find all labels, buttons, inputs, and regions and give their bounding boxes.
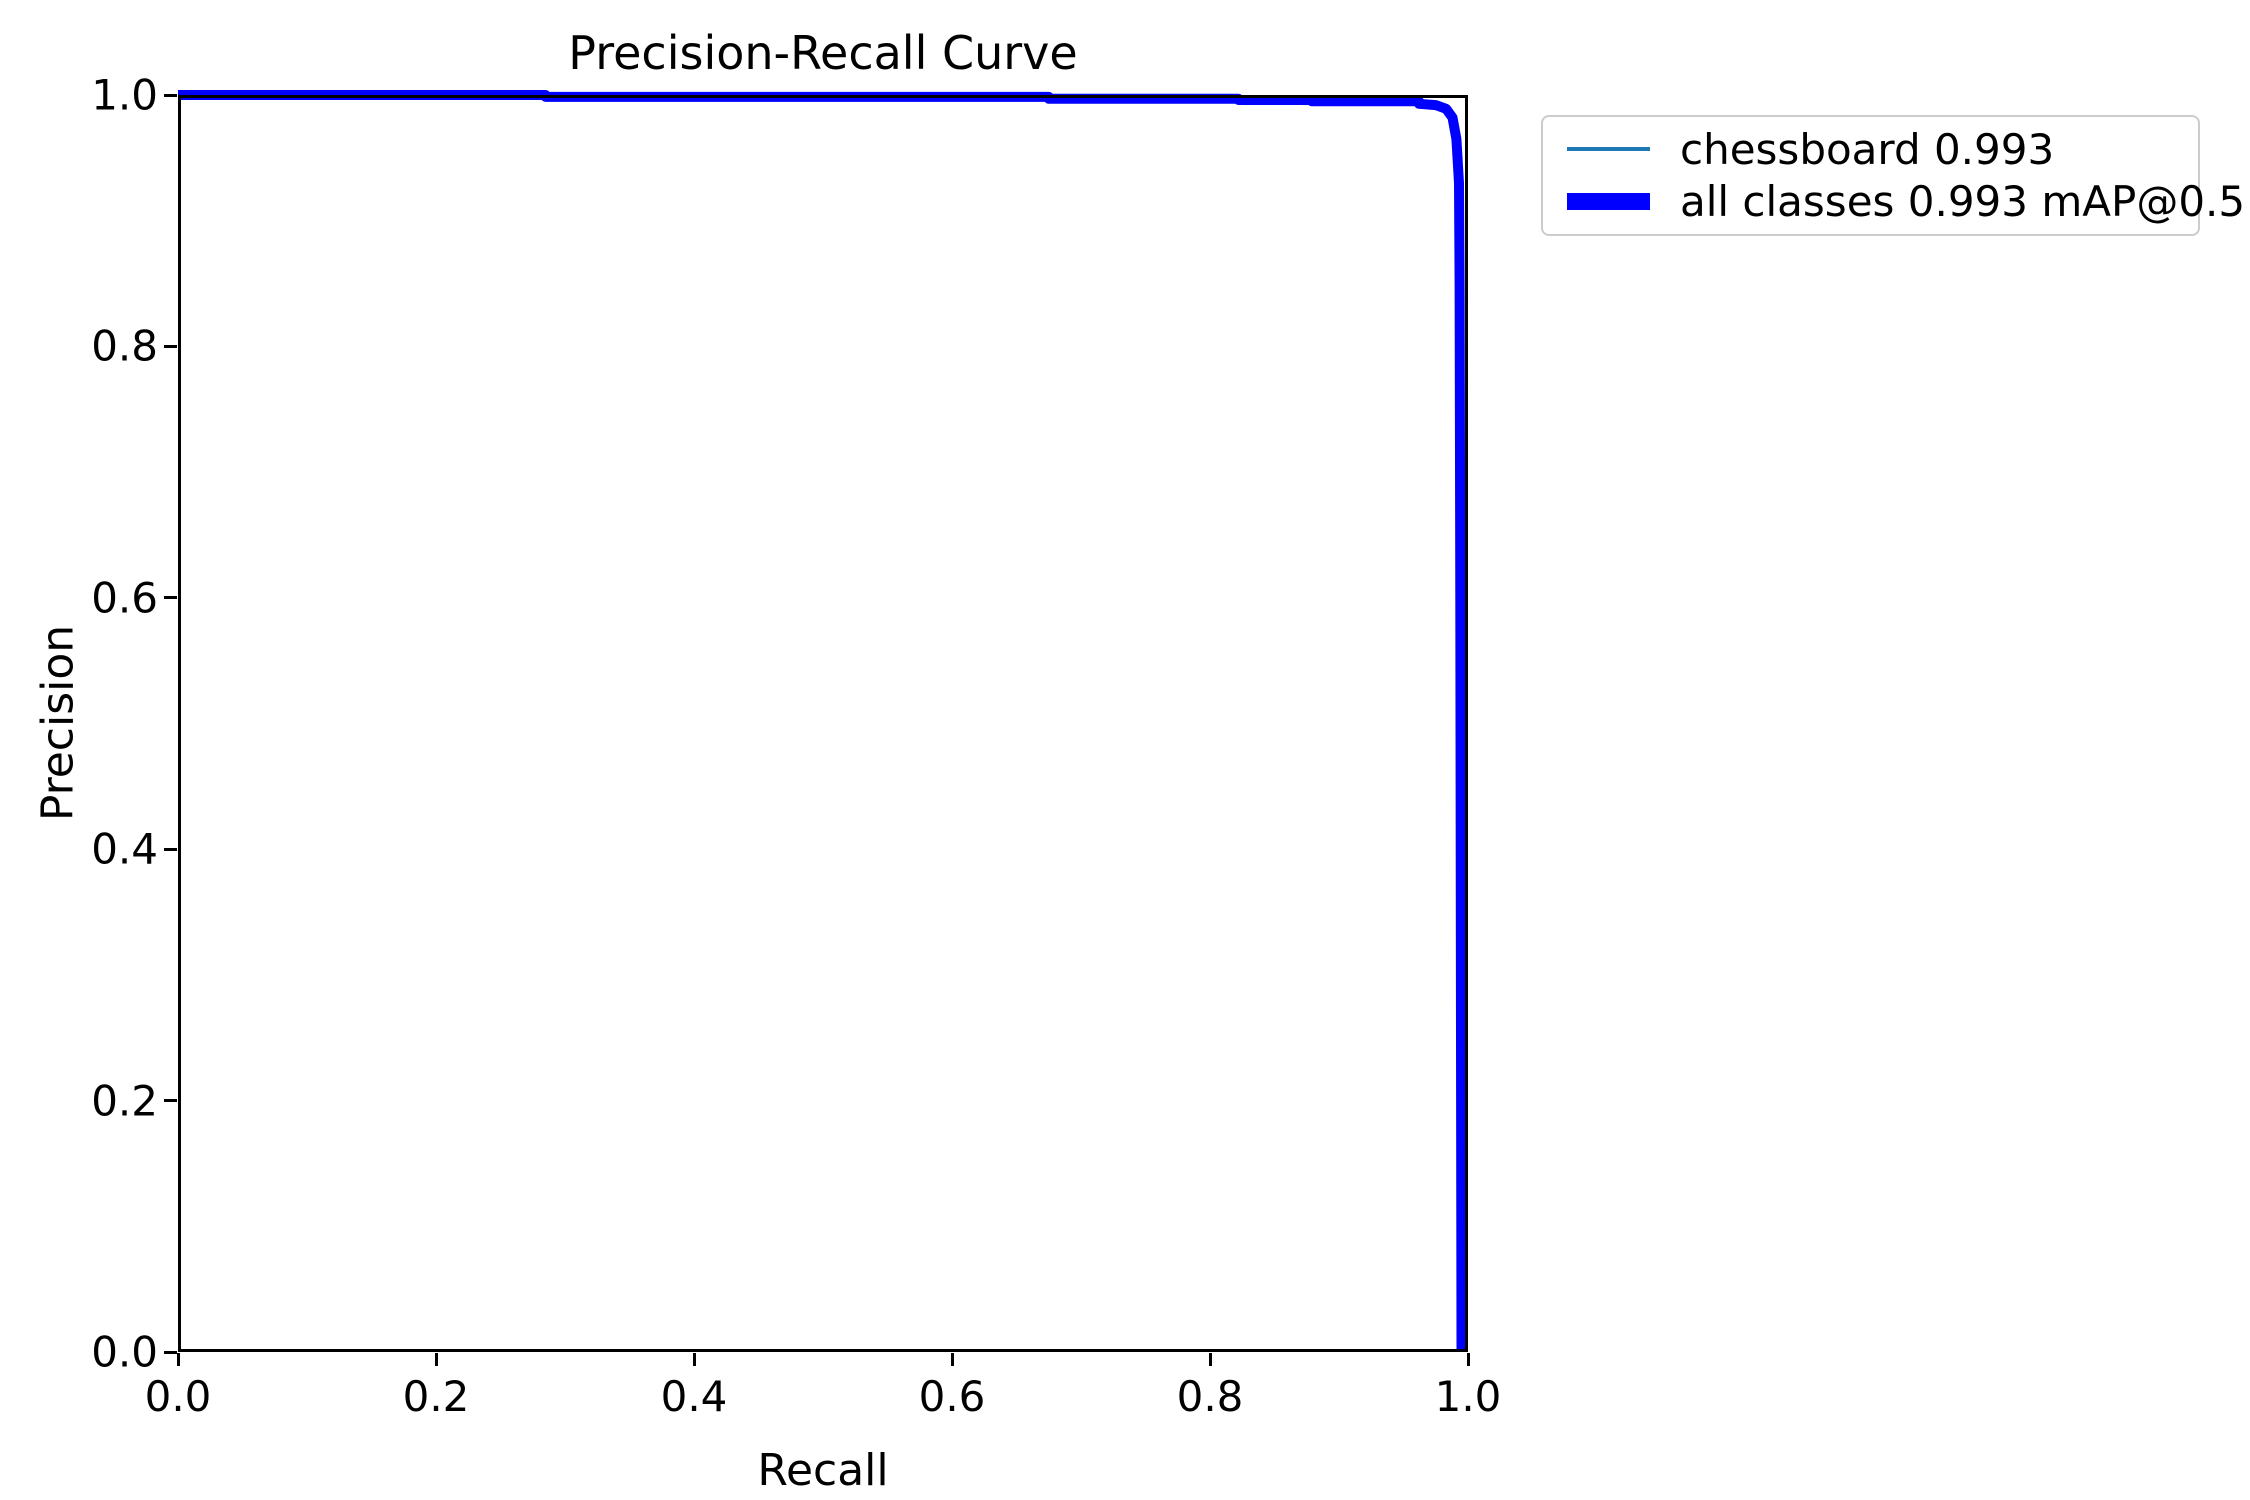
x-tick-label: 0.4	[660, 1372, 728, 1421]
plot-frame	[178, 95, 1468, 1352]
legend-box: chessboard 0.993 all classes 0.993 mAP@0…	[1541, 115, 2245, 236]
all-classes-curve	[178, 90, 1467, 1353]
x-tick-label: 0.8	[1176, 1372, 1244, 1421]
x-tick-label: 0.0	[144, 1372, 212, 1421]
x-tick-label: 0.2	[402, 1372, 470, 1421]
y-tick-mark	[164, 1099, 177, 1103]
chessboard-curve	[178, 93, 1464, 1353]
y-tick-mark	[164, 344, 177, 348]
y-tick-label: 0.4	[91, 824, 158, 874]
x-axis-label: Recall	[757, 1445, 889, 1496]
y-tick-label: 0.0	[91, 1327, 158, 1377]
y-tick-mark	[164, 847, 177, 851]
y-tick-label: 0.6	[91, 573, 158, 623]
x-tick-mark	[1208, 1353, 1212, 1366]
x-tick-mark	[692, 1353, 696, 1366]
y-tick-label: 0.2	[91, 1076, 158, 1126]
legend-entry-chessboard: chessboard 0.993	[1567, 125, 2188, 174]
y-tick-label: 1.0	[91, 70, 158, 120]
x-tick-label: 1.0	[1434, 1372, 1502, 1421]
x-tick-label: 0.6	[918, 1372, 986, 1421]
y-tick-mark	[164, 596, 177, 600]
y-tick-mark	[164, 93, 177, 97]
y-axis-label: Precision	[32, 624, 84, 822]
legend-label-all-classes: all classes 0.993 mAP@0.5	[1680, 177, 2246, 227]
chart-title: Precision-Recall Curve	[568, 26, 1078, 80]
all-classes-line-swatch	[1567, 193, 1650, 211]
x-tick-mark	[950, 1353, 954, 1366]
x-tick-mark	[1466, 1353, 1470, 1366]
y-tick-label: 0.8	[91, 321, 158, 371]
chessboard-line-swatch	[1567, 147, 1650, 152]
legend-entry-all-classes: all classes 0.993 mAP@0.5	[1567, 177, 2245, 226]
plot-area	[178, 90, 1468, 1353]
x-tick-mark	[434, 1353, 438, 1366]
y-tick-mark	[164, 1350, 177, 1354]
x-tick-mark	[176, 1353, 180, 1366]
legend-label-chessboard: chessboard 0.993	[1680, 124, 2055, 174]
